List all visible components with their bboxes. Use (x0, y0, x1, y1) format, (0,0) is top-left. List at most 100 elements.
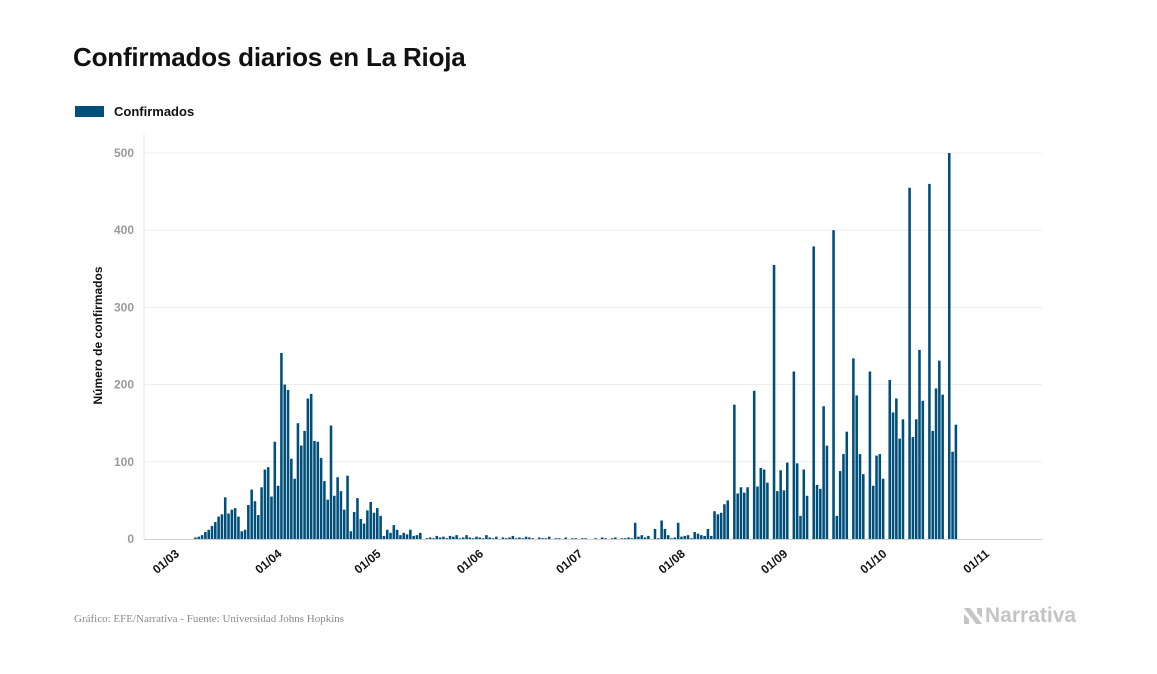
bar (947, 153, 951, 539)
bar (713, 511, 716, 539)
bar (776, 491, 779, 539)
bar (266, 467, 270, 539)
bar (392, 525, 396, 539)
bar (918, 349, 921, 539)
bar (306, 398, 310, 539)
bar (399, 535, 402, 539)
bar (366, 510, 369, 539)
y-axis-label: Número de confirmados (91, 266, 105, 404)
bar (220, 514, 224, 539)
bar (356, 498, 359, 539)
bar (623, 538, 627, 539)
bar (257, 515, 260, 539)
bar (640, 535, 644, 539)
bar (524, 536, 528, 539)
bar (521, 538, 525, 539)
bar (323, 481, 326, 539)
bar (554, 538, 558, 539)
bar (230, 509, 234, 539)
bar (931, 430, 935, 539)
bar (875, 455, 878, 539)
bar (501, 537, 505, 539)
bar (838, 471, 842, 539)
bar (614, 537, 617, 539)
bar (862, 474, 865, 539)
bar (362, 523, 366, 539)
bar (673, 537, 677, 539)
x-tick-label: 01/08 (656, 546, 688, 576)
bar (461, 537, 465, 539)
bar (600, 537, 604, 539)
bar (538, 537, 541, 539)
bar (571, 538, 574, 539)
bar (938, 360, 941, 539)
bar (643, 537, 647, 539)
bar (855, 395, 858, 539)
bar (871, 485, 875, 539)
bar (795, 463, 799, 539)
bar (197, 536, 201, 539)
bar (263, 469, 267, 539)
bar (680, 536, 683, 539)
bar (630, 538, 634, 539)
bar (584, 538, 587, 539)
bar (531, 538, 534, 539)
bar (223, 497, 227, 539)
bar (759, 467, 763, 539)
bar (352, 511, 356, 539)
bar (485, 535, 488, 539)
bar (518, 537, 521, 539)
bar (207, 529, 210, 539)
bar (471, 538, 475, 539)
bar (369, 501, 372, 539)
bar (785, 462, 789, 539)
bar (802, 469, 806, 539)
bar (878, 454, 882, 539)
bar (657, 538, 660, 539)
bar (296, 423, 300, 539)
bar (458, 538, 462, 539)
legend-swatch (75, 106, 104, 117)
bar (247, 505, 250, 539)
bar (633, 522, 637, 539)
bar (468, 537, 472, 539)
bar (921, 400, 925, 539)
bar (415, 535, 419, 539)
bar (293, 478, 296, 539)
bar (881, 478, 885, 539)
bar (395, 529, 399, 539)
bar (326, 499, 329, 539)
bar (845, 431, 849, 539)
bar (666, 535, 670, 539)
bar (316, 441, 320, 539)
bar (349, 531, 353, 539)
bar (792, 371, 796, 539)
bar (329, 425, 333, 539)
bar (227, 513, 230, 539)
bar (637, 536, 640, 539)
bar (478, 537, 482, 539)
bar (647, 535, 650, 539)
bar (382, 535, 386, 539)
bar (504, 538, 508, 539)
bar (339, 491, 343, 539)
x-tick-label: 01/07 (553, 546, 585, 576)
bar (772, 264, 776, 539)
bar (928, 183, 931, 539)
bar (700, 535, 703, 539)
bar (286, 390, 290, 539)
bar (660, 520, 663, 539)
bar (445, 538, 449, 539)
bar (409, 529, 412, 539)
bar (491, 538, 495, 539)
bar (200, 535, 204, 539)
bar (342, 509, 346, 539)
bar (465, 535, 468, 539)
bar (194, 537, 197, 539)
bar (270, 496, 273, 539)
bar (914, 419, 918, 539)
bar (428, 537, 432, 539)
bar (842, 454, 845, 539)
bar (951, 451, 954, 539)
x-tick-label: 01/05 (352, 546, 384, 576)
